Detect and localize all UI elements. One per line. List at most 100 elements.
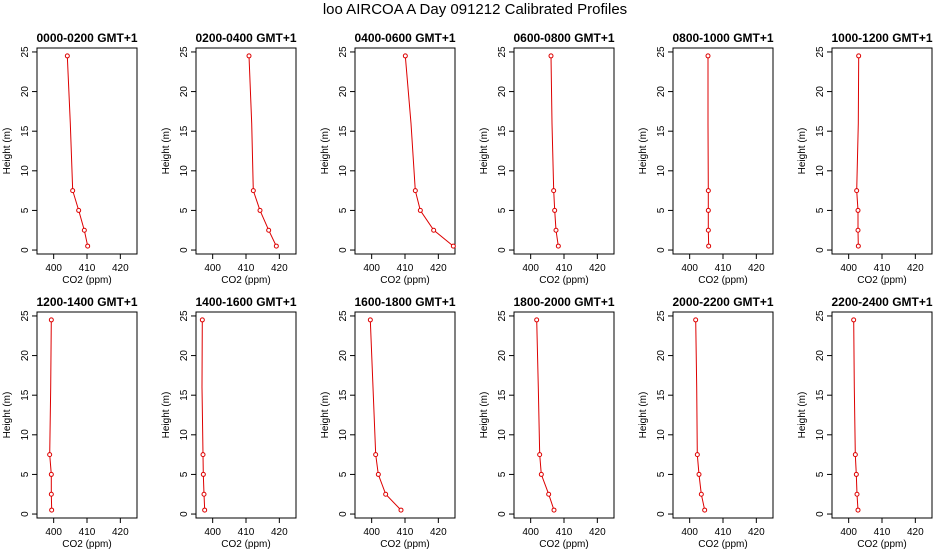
panel-title: 0800-1000 GMT+1 <box>672 31 773 45</box>
y-tick-label: 25 <box>815 46 826 58</box>
x-tick-label: 410 <box>715 527 732 538</box>
y-tick-label: 0 <box>656 247 667 253</box>
x-tick-label: 420 <box>271 263 288 274</box>
x-tick-label: 400 <box>363 263 380 274</box>
y-axis-label: Height (m) <box>320 128 331 175</box>
data-point <box>48 317 54 323</box>
data-point <box>367 317 373 323</box>
x-tick-label: 410 <box>79 263 96 274</box>
data-point <box>373 452 379 458</box>
y-axis-label: Height (m) <box>479 392 490 439</box>
x-axis-label: CO2 (ppm) <box>698 539 747 550</box>
y-tick-label: 25 <box>656 46 667 58</box>
y-tick-label: 25 <box>179 46 190 58</box>
y-tick-label: 20 <box>338 86 349 98</box>
x-axis-label: CO2 (ppm) <box>539 539 588 550</box>
y-tick-label: 25 <box>497 310 508 322</box>
data-point <box>200 452 206 458</box>
profile-line <box>404 55 454 247</box>
y-tick-label: 25 <box>20 46 31 58</box>
data-point <box>266 227 272 233</box>
x-tick-label: 400 <box>840 263 857 274</box>
y-tick-label: 10 <box>497 165 508 177</box>
plot-frame <box>36 47 138 255</box>
y-tick-label: 20 <box>815 86 826 98</box>
data-point <box>555 243 561 249</box>
y-tick-label: 20 <box>20 86 31 98</box>
profile-line <box>695 319 706 511</box>
y-tick-label: 5 <box>179 471 190 477</box>
data-point <box>431 227 437 233</box>
data-point <box>855 507 861 513</box>
data-point <box>705 207 711 213</box>
y-tick-label: 0 <box>338 511 349 517</box>
x-tick-label: 420 <box>748 263 765 274</box>
data-point <box>852 452 858 458</box>
profile-line <box>201 319 206 511</box>
y-tick-label: 15 <box>656 125 667 137</box>
panel-title: 1200-1400 GMT+1 <box>36 295 137 309</box>
data-point <box>706 243 712 249</box>
data-point <box>537 452 543 458</box>
plot-frame <box>354 47 456 255</box>
x-tick-label: 410 <box>397 263 414 274</box>
plot-frame <box>195 311 297 519</box>
y-tick-label: 20 <box>497 86 508 98</box>
x-tick-label: 400 <box>204 527 221 538</box>
y-tick-label: 20 <box>497 350 508 362</box>
data-point <box>85 243 91 249</box>
y-tick-label: 25 <box>20 310 31 322</box>
y-tick-label: 20 <box>20 350 31 362</box>
data-point <box>855 227 861 233</box>
y-tick-label: 5 <box>656 207 667 213</box>
profile-line <box>707 55 710 247</box>
data-point <box>375 471 381 477</box>
panel-title: 2000-2200 GMT+1 <box>672 295 773 309</box>
x-tick-label: 400 <box>363 527 380 538</box>
y-tick-label: 10 <box>497 429 508 441</box>
y-tick-label: 15 <box>497 125 508 137</box>
profile-line <box>49 319 53 511</box>
panel-title: 1400-1600 GMT+1 <box>195 295 296 309</box>
y-tick-label: 5 <box>20 471 31 477</box>
plot-frame <box>672 311 774 519</box>
data-point <box>546 491 552 497</box>
x-tick-label: 420 <box>907 263 924 274</box>
panel-title: 0600-0800 GMT+1 <box>513 31 614 45</box>
x-tick-label: 410 <box>874 263 891 274</box>
y-axis-label: Height (m) <box>479 128 490 175</box>
profile-line <box>853 319 859 511</box>
plot-frame <box>831 311 933 519</box>
data-point <box>694 452 700 458</box>
y-tick-label: 10 <box>179 165 190 177</box>
x-axis-label: CO2 (ppm) <box>221 275 270 286</box>
y-tick-label: 15 <box>497 389 508 401</box>
y-axis-label: Height (m) <box>320 392 331 439</box>
y-tick-label: 15 <box>815 125 826 137</box>
data-point <box>47 452 53 458</box>
y-tick-label: 20 <box>179 350 190 362</box>
y-tick-label: 10 <box>815 429 826 441</box>
x-axis-label: CO2 (ppm) <box>857 275 906 286</box>
profile-line <box>550 55 559 247</box>
y-tick-label: 10 <box>815 165 826 177</box>
data-point <box>48 491 54 497</box>
plot-frame <box>354 311 456 519</box>
profile-line <box>369 319 402 511</box>
y-axis-label: Height (m) <box>2 128 13 175</box>
x-tick-label: 420 <box>430 263 447 274</box>
x-tick-label: 410 <box>238 263 255 274</box>
data-point <box>199 317 205 323</box>
data-point <box>49 507 55 513</box>
y-tick-label: 5 <box>20 207 31 213</box>
panel-title: 2200-2400 GMT+1 <box>831 295 932 309</box>
data-point <box>551 507 557 513</box>
